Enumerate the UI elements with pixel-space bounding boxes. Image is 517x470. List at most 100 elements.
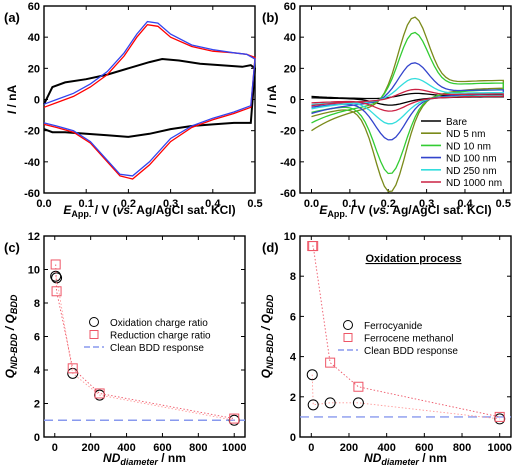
y-tick-label: 60 [28,1,40,13]
y-tick-label: 0 [34,432,40,444]
data-point-circle [324,397,336,409]
y-tick-label: 8 [290,271,296,283]
x-tick-label: 0.3 [163,198,178,210]
data-point-circle [352,397,364,409]
y-tick-label: 20 [28,63,40,75]
legend-label: Ferrocyanide [364,321,423,332]
y-axis-label: QND-BDD / QBDD [3,294,19,378]
y-tick-label: 60 [284,1,296,13]
data-point-circle [306,369,318,381]
legend-label: Clean BDD response [110,343,204,354]
data-point-square [67,363,78,374]
x-tick-label: 0 [52,442,58,454]
panel-d: (d)0 200 400 600 800 10000246810FerrocyanideF… [259,231,512,467]
data-point-circle [50,270,62,282]
legend-label: Clean BDD response [364,346,458,357]
x-tick-label: 0.1 [79,198,94,210]
x-tick-label: 0.0 [36,198,51,210]
legend-label: Ferrocene methanol [364,334,454,345]
chart-title: Oxidation process [366,253,462,265]
panel-label: (c) [4,240,20,255]
y-tick-label: 40 [284,32,296,44]
legend-swatch [343,320,353,330]
cv-series-1 [43,24,256,180]
y-tick-label: 20 [284,63,296,75]
x-tick-label: 0.4 [457,198,473,210]
x-axis-label: EApp. / V (vs. Ag/AgCl sat. KCl) [63,203,235,219]
x-tick-label: 0.1 [342,198,357,210]
x-tick-label: 0.4 [205,198,221,210]
x-axis-label: NDdiameter / nm [103,451,186,467]
panel-b: (b) 0.0 0.1 0.2 0.3 0.4 0.5 -60 -40 -20 0 20 40 60 Bar… [262,1,512,219]
y-tick-label: -40 [280,157,296,169]
y-tick-label: 10 [284,231,296,243]
data-point-circle [307,399,319,411]
data-point-square [51,286,62,297]
y-tick-label: 2 [34,399,40,411]
x-tick-label: 0 [308,442,314,454]
legend-swatch [89,317,99,327]
y-tick-label: 0 [34,95,40,107]
x-tick-label: 800 [189,442,207,454]
x-tick-label: 0.5 [247,198,262,210]
y-axis-label: I / nA [5,84,19,114]
x-axis-label: EApp. / V (vs. Ag/AgCl sat. KCl) [319,203,491,219]
x-axis-label: NDdiameter / nm [364,451,447,467]
x-tick-label: 0.3 [419,198,434,210]
data-point-square [494,411,505,422]
y-tick-label: -40 [24,157,40,169]
plot-frame [299,235,512,438]
y-tick-label: -60 [24,188,40,200]
x-tick-label: 800 [453,442,471,454]
data-point-square [325,357,336,368]
y-tick-label: -20 [24,126,40,138]
data-point-square [353,381,364,392]
y-tick-label: 4 [34,365,41,377]
x-tick-label: 1000 [222,442,246,454]
legend-label: ND 100 nm [446,154,497,165]
y-tick-label: 6 [34,332,40,344]
y-tick-label: -20 [280,126,296,138]
series-connector [55,275,235,421]
y-tick-label: 4 [290,352,297,364]
cv-series-2 [311,31,504,175]
data-point-square [50,259,61,270]
legend-label: ND 5 nm [446,129,485,140]
legend-label: Oxidation charge ratio [110,318,208,329]
data-point-square [94,388,105,399]
data-point-square [308,241,319,252]
panel-c: (c) 0 200 400 600 800 1000 0 2 4 6 8 10 12 Oxidation c… [3,231,246,467]
x-tick-label: 400 [117,442,135,454]
panel-label: (d) [262,240,279,255]
x-tick-label: 400 [377,442,395,454]
x-tick-label: 600 [415,442,433,454]
y-tick-label: 6 [290,311,296,323]
legend: Oxidation charge ratio Reduction charge r… [84,317,211,354]
legend-swatch [89,330,99,339]
legend-label: ND 10 nm [446,141,491,152]
legend-swatch [343,333,353,342]
y-tick-label: -60 [280,188,296,200]
y-axis-label: QND-BDD / QBDD [259,294,275,378]
y-tick-label: 0 [290,95,296,107]
panel-label: (b) [262,10,279,25]
y-tick-label: 12 [28,231,40,243]
legend-label: Reduction charge ratio [110,331,211,342]
series-connector [55,264,235,420]
x-tick-label: 1000 [487,442,511,454]
legend-label: ND 250 nm [446,166,497,177]
x-tick-label: 200 [340,442,358,454]
x-tick-label: 0.5 [496,198,511,210]
x-tick-label: 600 [153,442,171,454]
y-tick-label: 0 [290,432,296,444]
panel-label: (a) [4,10,20,25]
data-point-square [229,413,240,424]
x-tick-label: 0.0 [304,198,319,210]
x-tick-label: 200 [81,442,99,454]
panel-a: (a) 0.0 0.1 0.2 0.3 0.4 0.5 -60 -40 -20 0 20 40 60 I /… [4,1,263,219]
y-tick-label: 8 [34,298,40,310]
series-connector [312,245,500,418]
